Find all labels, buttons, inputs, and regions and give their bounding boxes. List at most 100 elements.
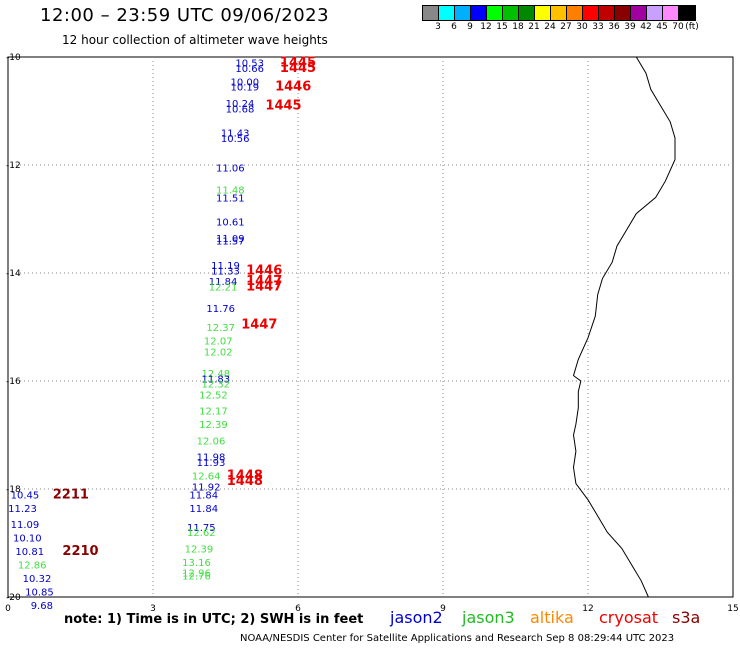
color-swatch bbox=[471, 6, 487, 20]
wave-height-label: 11.09 bbox=[11, 520, 40, 531]
color-swatch bbox=[663, 6, 679, 20]
wave-height-label: 1447 bbox=[241, 317, 277, 332]
color-swatch bbox=[583, 6, 599, 20]
wave-height-label: 11.84 bbox=[209, 277, 238, 288]
wave-height-label: 1446 bbox=[246, 263, 282, 278]
wave-height-label: 11.51 bbox=[216, 193, 245, 204]
wave-height-label: 1446 bbox=[275, 80, 311, 95]
color-scale-label: 15 bbox=[496, 22, 508, 32]
color-scale-bar bbox=[422, 5, 696, 21]
wave-height-label: 1445 bbox=[265, 99, 301, 114]
x-tick-label: 6 bbox=[295, 604, 301, 614]
color-scale-label: 24 bbox=[544, 22, 556, 32]
wave-height-label: 11.75 bbox=[187, 523, 216, 534]
color-swatch bbox=[615, 6, 631, 20]
wave-height-label: 11.76 bbox=[206, 304, 235, 315]
legend-altika: altika bbox=[530, 608, 574, 627]
wave-height-label: 1448 bbox=[227, 469, 263, 484]
wave-height-label: 11.84 bbox=[189, 490, 218, 501]
wave-height-label: 12.32 bbox=[202, 380, 231, 391]
wave-height-label: 10.66 bbox=[235, 64, 264, 75]
color-scale-label: 27 bbox=[560, 22, 572, 32]
wave-height-label: 11.84 bbox=[189, 504, 218, 515]
color-swatch bbox=[423, 6, 439, 20]
wave-height-label: 10.45 bbox=[11, 490, 40, 501]
color-swatch bbox=[487, 6, 503, 20]
plot-frame bbox=[7, 56, 734, 598]
legend-s3a: s3a bbox=[672, 608, 701, 627]
color-swatch bbox=[631, 6, 647, 20]
color-scale-label: 36 bbox=[608, 22, 620, 32]
wave-height-label: 11.83 bbox=[202, 374, 231, 385]
x-tick-label: 15 bbox=[727, 604, 738, 614]
wave-height-label: 11.09 bbox=[216, 234, 245, 245]
wave-height-label: 12.96 bbox=[182, 569, 211, 580]
y-tick-label: -14 bbox=[6, 269, 21, 279]
color-swatch bbox=[439, 6, 455, 20]
wave-height-label: 12.21 bbox=[209, 283, 238, 294]
wave-height-label: 10.19 bbox=[231, 83, 260, 94]
color-scale-label: (ft) bbox=[685, 22, 699, 32]
wave-height-label: 11.92 bbox=[192, 482, 221, 493]
color-scale-label: 21 bbox=[528, 22, 540, 32]
y-tick-label: -18 bbox=[6, 485, 21, 495]
color-swatch bbox=[679, 6, 695, 20]
color-scale-label: 42 bbox=[640, 22, 652, 32]
color-scale-label: 18 bbox=[512, 22, 524, 32]
wave-height-label: 12.64 bbox=[192, 472, 221, 483]
wave-height-label: 1447 bbox=[246, 280, 282, 295]
units-note: note: 1) Time is in UTC; 2) SWH is in fe… bbox=[64, 612, 364, 627]
wave-height-label: 11.43 bbox=[221, 129, 250, 140]
x-tick-label: 0 bbox=[5, 604, 11, 614]
color-scale-label: 9 bbox=[467, 22, 473, 32]
wave-height-label: 11.23 bbox=[8, 504, 37, 515]
x-tick-label: 9 bbox=[440, 604, 446, 614]
color-swatch bbox=[551, 6, 567, 20]
wave-height-label: 11.19 bbox=[211, 261, 240, 272]
wave-height-label: 11.57 bbox=[216, 237, 245, 248]
wave-height-label: 10.10 bbox=[13, 534, 42, 545]
y-tick-label: -16 bbox=[6, 377, 21, 387]
wave-height-label: 10.61 bbox=[216, 218, 245, 229]
x-tick-label: 3 bbox=[150, 604, 156, 614]
wave-height-label: 12.02 bbox=[204, 347, 233, 358]
wave-height-label: 13.16 bbox=[182, 558, 211, 569]
legend-cryosat: cryosat bbox=[599, 608, 659, 627]
wave-height-label: 12.17 bbox=[199, 407, 228, 418]
wave-height-label: 12.37 bbox=[206, 323, 235, 334]
map-subtitle: 12 hour collection of altimeter wave hei… bbox=[62, 33, 328, 47]
color-swatch bbox=[455, 6, 471, 20]
wave-height-label: 10.00 bbox=[231, 77, 260, 88]
wave-height-label: 11.33 bbox=[211, 266, 240, 277]
color-scale-label: 70 bbox=[672, 22, 684, 32]
wave-height-label: 10.32 bbox=[23, 574, 52, 585]
wave-height-label: 12.62 bbox=[187, 528, 216, 539]
coastline bbox=[572, 56, 676, 598]
y-tick-label: -10 bbox=[6, 53, 21, 63]
wave-height-label: 1447 bbox=[246, 274, 282, 289]
wave-height-label: 10.81 bbox=[15, 547, 44, 558]
wave-height-label: 12.86 bbox=[18, 561, 47, 572]
wave-height-label: 10.24 bbox=[226, 99, 255, 110]
color-scale-label: 12 bbox=[480, 22, 492, 32]
color-scale-label: 6 bbox=[451, 22, 457, 32]
credit-line: NOAA/NESDIS Center for Satellite Applica… bbox=[240, 633, 675, 644]
color-scale-label: 33 bbox=[592, 22, 604, 32]
map-title: 12:00 – 23:59 UTC 09/06/2023 bbox=[40, 5, 330, 26]
wave-height-label: 9.68 bbox=[31, 601, 53, 612]
wave-height-label: 12.39 bbox=[199, 420, 228, 431]
wave-height-label: 10.85 bbox=[25, 588, 54, 599]
wave-height-label: 11.48 bbox=[216, 185, 245, 196]
wave-height-label: 11.98 bbox=[197, 453, 226, 464]
color-scale-label: 39 bbox=[624, 22, 636, 32]
legend-jason2: jason2 bbox=[390, 608, 443, 627]
color-swatch bbox=[519, 6, 535, 20]
color-scale-label: 45 bbox=[656, 22, 668, 32]
wave-height-label: 10.68 bbox=[226, 104, 255, 115]
wave-height-label: 12.39 bbox=[185, 544, 214, 555]
color-swatch bbox=[599, 6, 615, 20]
wave-height-label: 1445 bbox=[280, 61, 316, 76]
wave-height-label: 10.56 bbox=[221, 134, 250, 145]
